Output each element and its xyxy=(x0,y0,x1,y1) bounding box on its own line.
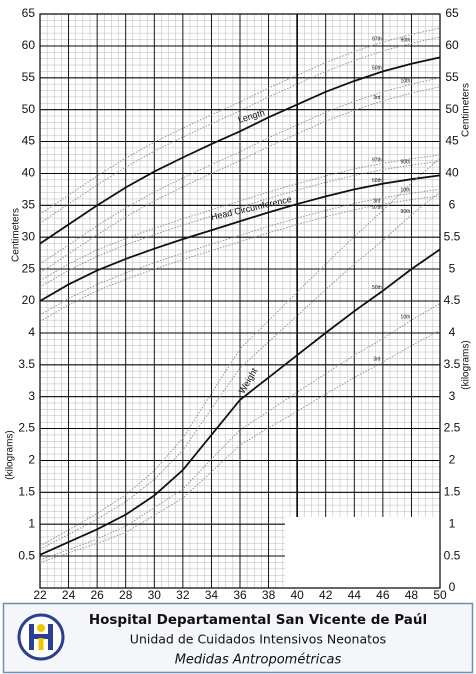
percentile-label: 3rd xyxy=(373,95,380,101)
footer-box xyxy=(2,602,474,674)
footer-subtitle: Unidad de Cuidados Intensivos Neonatos xyxy=(130,632,386,647)
y-tick-label: 40 xyxy=(445,166,459,180)
y-tick-label: 30 xyxy=(22,229,36,243)
percentile-label: 3rd xyxy=(373,198,380,204)
y-tick-label: 55 xyxy=(445,70,459,84)
x-tick-label: 44 xyxy=(348,588,362,602)
percentile-curve xyxy=(39,329,441,563)
y2-tick-label: 4.5 xyxy=(444,293,461,307)
x-tick-label: 22 xyxy=(33,588,47,602)
y2-tick-label: 2.5 xyxy=(18,421,35,435)
x-tick-label: 32 xyxy=(176,588,190,602)
y2-tick-label: 2.5 xyxy=(444,421,461,435)
percentile-curve xyxy=(39,160,441,288)
y2-tick-label: 5 xyxy=(449,261,456,275)
y2-tick-label: 0.5 xyxy=(444,548,461,562)
y-tick-label: 20 xyxy=(22,293,36,307)
percentile-label: 97th xyxy=(372,205,382,211)
y2-tick-label: 2 xyxy=(449,453,456,467)
y2-tick-label: 4 xyxy=(28,325,35,339)
percentile-curve xyxy=(39,56,441,245)
percentile-label: 50th xyxy=(372,178,382,184)
percentile-curve xyxy=(39,174,441,302)
y2-tick-label: 3.5 xyxy=(444,357,461,371)
y-tick-label: 65 xyxy=(445,6,459,20)
y2-tick-label: 1 xyxy=(28,516,35,530)
x-tick-label: 40 xyxy=(290,588,304,602)
y-tick-label: 60 xyxy=(445,38,459,52)
y2-tick-label: 0 xyxy=(449,580,456,594)
footer-caption: Medidas Antropométricas xyxy=(175,653,342,668)
percentile-label: 3rd xyxy=(373,357,380,363)
y2-tick-label: 2 xyxy=(28,453,35,467)
major-grid xyxy=(39,13,441,589)
y2-tick-label: 0.5 xyxy=(18,548,35,562)
y2-axis-title-right: (kilograms) xyxy=(461,340,472,389)
y2-tick-label: 5.5 xyxy=(444,229,461,243)
y2-tick-label: 1.5 xyxy=(18,485,35,499)
x-tick-label: 38 xyxy=(262,588,276,602)
y-tick-label: 50 xyxy=(445,102,459,116)
y2-tick-label: 1 xyxy=(449,516,456,530)
y-tick-label: 45 xyxy=(445,134,459,148)
y-tick-label: 50 xyxy=(22,102,36,116)
y-tick-label: 55 xyxy=(22,70,36,84)
y-tick-label: 25 xyxy=(22,261,36,275)
y-axis-title: Centimeters xyxy=(11,208,22,262)
y-axis-title-right: Centimeters xyxy=(461,83,472,137)
percentile-label: 90th xyxy=(401,209,411,215)
x-tick-label: 26 xyxy=(90,588,104,602)
footer-title: Hospital Departamental San Vicente de Pa… xyxy=(89,612,427,628)
x-tick-label: 30 xyxy=(148,588,162,602)
curves xyxy=(39,27,441,563)
percentile-label: 10th xyxy=(401,188,411,194)
percentile-label: 50th xyxy=(372,66,382,72)
x-tick-label: 48 xyxy=(405,588,419,602)
percentile-curve xyxy=(39,188,441,316)
y2-tick-label: 3 xyxy=(449,389,456,403)
percentile-label: 10th xyxy=(401,314,411,320)
y2-tick-label: 1.5 xyxy=(444,485,461,499)
percentile-label: 50th xyxy=(372,285,382,291)
percentile-curve xyxy=(39,195,441,322)
x-tick-label: 42 xyxy=(319,588,333,602)
logo xyxy=(17,613,65,661)
blank-box xyxy=(285,517,440,588)
percentile-label: 97th xyxy=(372,36,382,42)
y2-tick-label: 6 xyxy=(449,198,456,212)
x-tick-label: 36 xyxy=(233,588,247,602)
percentile-label: 97th xyxy=(372,158,382,164)
y-tick-label: 65 xyxy=(22,6,36,20)
x-tick-label: 24 xyxy=(62,588,76,602)
y-tick-label: 45 xyxy=(22,134,36,148)
percentile-label: 90th xyxy=(401,159,411,165)
percentile-curve xyxy=(39,154,441,281)
percentile-curve xyxy=(39,191,441,550)
x-tick-label: 28 xyxy=(119,588,133,602)
y2-tick-label: 4 xyxy=(449,325,456,339)
y2-axis-title: (kilograms) xyxy=(5,430,16,479)
x-tick-label: 50 xyxy=(433,588,447,602)
percentile-label: 10th xyxy=(401,78,411,84)
x-tick-label: 34 xyxy=(205,588,219,602)
y-tick-label: 60 xyxy=(22,38,36,52)
percentile-curve xyxy=(39,248,441,556)
percentile-label: 90th xyxy=(401,38,411,44)
y2-tick-label: 3.5 xyxy=(18,357,35,371)
y-tick-label: 35 xyxy=(22,198,36,212)
y-tick-label: 40 xyxy=(22,166,36,180)
x-tick-label: 46 xyxy=(376,588,390,602)
y2-tick-label: 3 xyxy=(28,389,35,403)
